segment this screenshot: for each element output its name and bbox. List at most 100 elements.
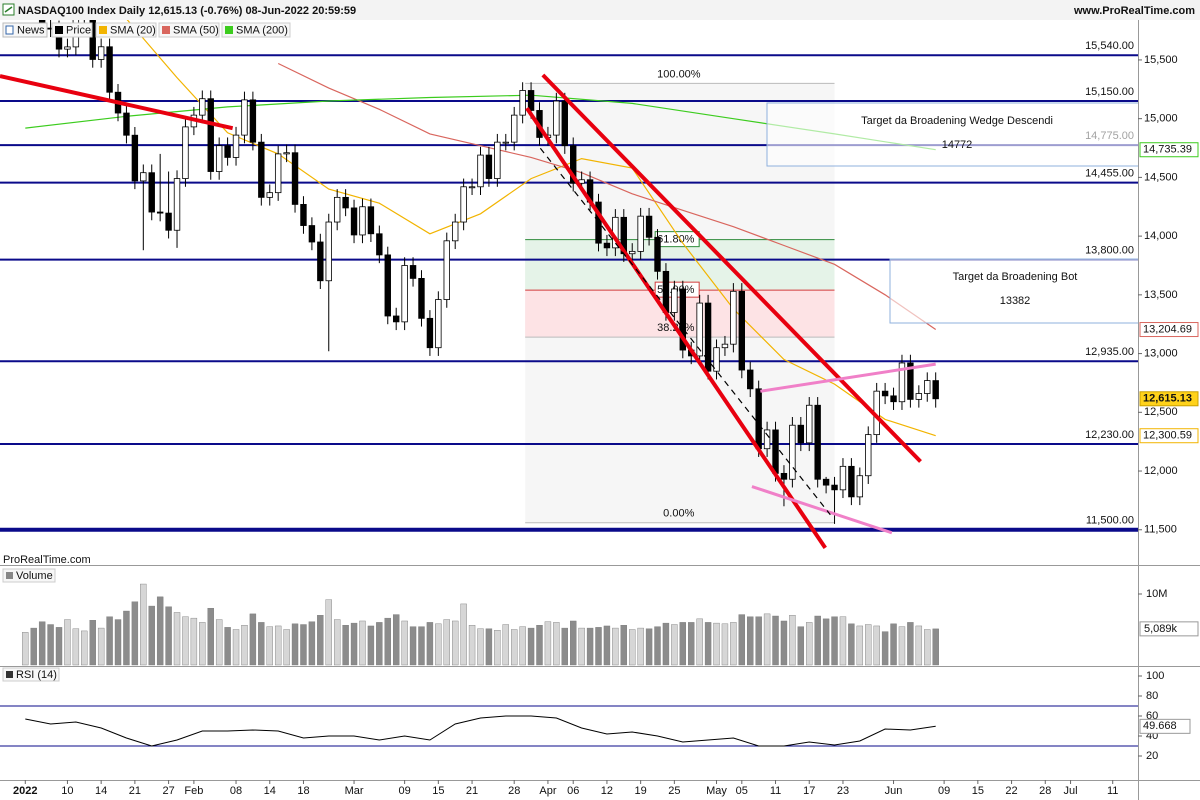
candle-body [730,290,737,345]
x-tick-label: 17 [803,785,815,797]
volume-bar [173,612,181,666]
legend-swatch [225,26,233,34]
volume-bar [924,629,931,666]
volume-bar [603,625,611,666]
volume-bar [561,627,568,666]
news-label[interactable]: News [17,24,45,36]
volume-bar [367,625,375,666]
candle-body [553,100,560,136]
value-tag [1139,428,1199,444]
candle-body [367,206,375,235]
volume-bar [890,623,897,666]
volume-bar [747,616,754,666]
candle-body [97,46,105,60]
y-tick-label: 13,000 [1144,347,1178,359]
candle-body [401,265,408,323]
volume-bar [553,622,560,666]
candle-body [207,98,214,172]
x-tick-label: 23 [837,785,849,797]
candle-body [831,484,838,491]
y-tick-label: 14,000 [1144,230,1178,242]
volume-bar [89,620,96,666]
volume-bar [662,622,670,666]
x-tick-label: 14 [264,785,276,797]
volume-bar [182,616,189,666]
volume-bar [418,626,425,666]
x-tick-label: 11 [1107,785,1118,797]
volume-bar [763,613,771,666]
annotation-text: Target da Broadening Bot [953,271,1078,283]
x-tick-label: Apr [539,785,556,797]
x-tick-label: 25 [668,785,680,797]
candle-body [266,192,273,198]
y-tick-label: 100 [1146,670,1164,682]
volume-bar [359,620,366,666]
volume-bar [435,623,442,666]
volume-bar [55,627,63,666]
volume-bar [384,617,391,666]
volume-bar [47,624,54,666]
volume-bar [317,615,324,666]
value-tag [1139,142,1199,158]
volume-bar [22,632,29,666]
volume-bar [350,622,358,666]
value-tag-label: 49.668 [1143,720,1177,732]
volume-bar [932,628,939,666]
volume-bar [671,624,678,666]
candle-body [300,204,307,226]
volume-bar [839,616,847,666]
volume-bar [494,630,501,666]
volume-bar [848,623,855,666]
candle-body [637,215,644,252]
candle-body [274,153,282,194]
candle-body [156,211,164,214]
candle-body [806,404,813,444]
volume-bar [342,625,349,666]
legend-swatch [99,26,107,34]
volume-bar [772,615,779,666]
volume-bar [114,619,122,666]
candle-body [477,154,484,188]
volume-bar [620,625,627,666]
x-tick-label: 15 [972,785,984,797]
watermark: ProRealTime.com [3,554,91,566]
candle-body [173,178,181,231]
volume-bar [148,605,155,666]
candle-body [131,134,139,182]
news-button[interactable] [2,22,48,38]
header-site[interactable]: www.ProRealTime.com [1073,5,1195,17]
volume-bar [283,629,290,666]
volume-bar [392,614,400,666]
volume-bar [881,631,889,666]
candle-body [519,90,526,116]
candle-body [747,369,754,390]
x-tick-label: 08 [230,785,242,797]
volume-bar [780,620,788,666]
volume-bar [232,629,240,666]
x-tick-label: Jul [1064,785,1078,797]
candle-body [839,465,847,491]
fib-label: 0.00% [663,508,694,520]
volume-bar [308,621,316,666]
candle-body [376,233,383,256]
volume-bar [595,627,602,666]
volume-bar [97,627,105,666]
volume-bar [797,626,805,666]
volume-bar [165,606,172,666]
candle-body [485,154,493,179]
volume-bar [266,626,273,666]
volume-bar [81,630,88,666]
volume-bar [586,627,594,666]
candle-body [140,172,147,182]
x-tick-label: Mar [345,785,364,797]
legend-item [158,22,220,38]
x-tick-label: 05 [736,785,748,797]
legend-swatch [162,26,170,34]
x-tick-label: 27 [162,785,174,797]
level-label: 15,540.00 [1085,40,1134,52]
y-tick-label: 11,500 [1144,524,1177,536]
pane-title: RSI (14) [16,669,57,681]
volume-bar [426,622,434,666]
candle-body [333,196,341,223]
candle-body [148,172,155,213]
